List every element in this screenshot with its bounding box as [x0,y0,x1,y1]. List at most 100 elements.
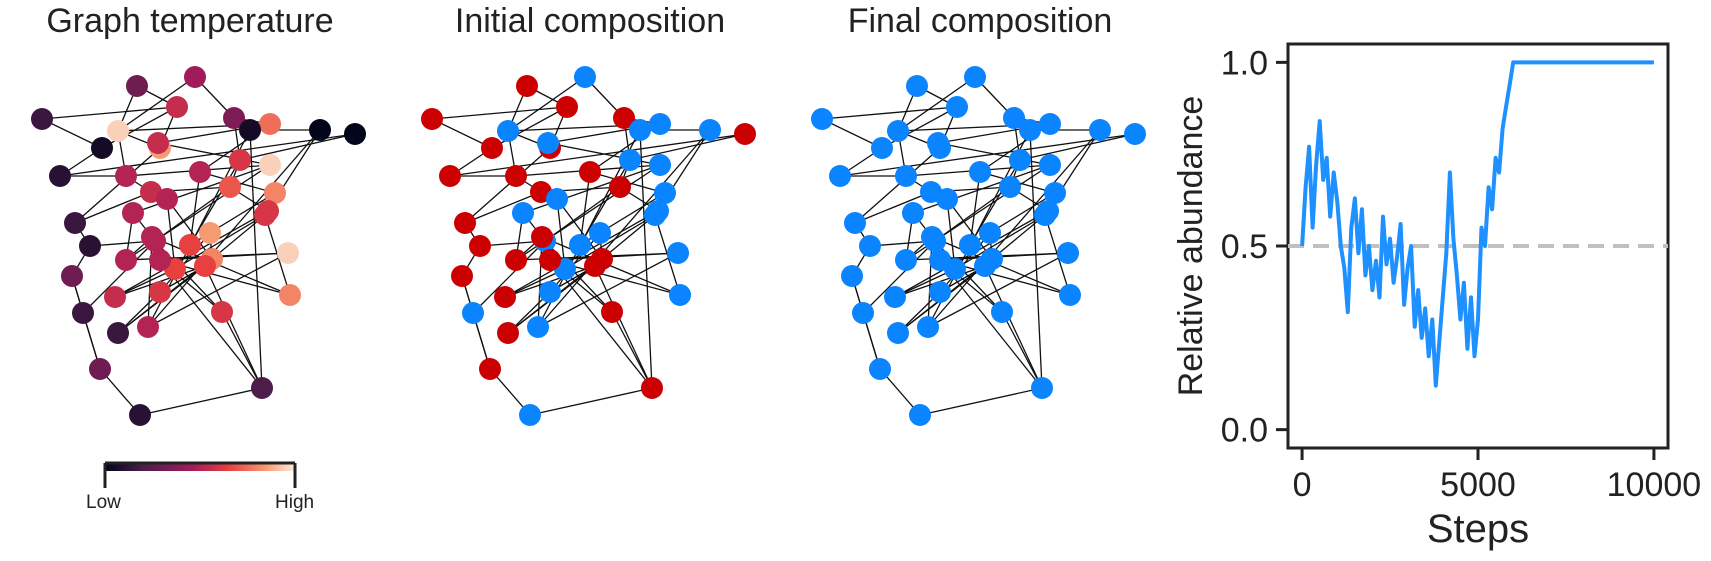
final-node [979,222,1001,244]
temperature-edge [159,252,289,261]
initial-edge [464,147,551,224]
colorbar-gradient [105,463,295,471]
final-edge [821,106,958,120]
final-edge [854,191,932,224]
x-axis-label: Steps [1427,507,1529,551]
final-edge [969,171,981,246]
initial-edge [556,198,603,260]
initial-edge [464,191,542,224]
temperature-edge [211,214,266,260]
final-node [852,302,874,324]
temperature-node [156,188,178,210]
initial-node [531,226,553,248]
final-node [1044,182,1066,204]
temperature-edge [147,252,289,328]
final-edge [894,268,956,298]
temperature-node [259,154,281,176]
colorbar-low-label: Low [86,492,121,513]
initial-node [546,188,568,210]
initial-edge [549,252,679,261]
temperature-colorbar [103,461,297,488]
initial-node [539,249,561,271]
final-node [844,212,866,234]
temperature-node [199,222,221,244]
final-edge [897,76,976,132]
temperature-node [211,301,233,323]
temperature-edge [147,236,153,328]
final-node [929,281,951,303]
temperature-node [122,202,144,224]
temperature-panel-title: Graph temperature [46,2,334,40]
final-node [906,75,928,97]
final-edge [939,259,1043,389]
initial-node [505,249,527,271]
final-node [1039,154,1061,176]
temperature-node [149,249,171,271]
final-node [909,404,931,426]
final-edge [991,214,1046,260]
initial-edge [549,259,653,389]
y-tick-label: 1.0 [1221,44,1268,82]
chart-frame [1286,42,1670,450]
initial-node [451,265,473,287]
initial-node [613,107,635,129]
temperature-edge [154,186,231,242]
initial-node [669,284,691,306]
temperature-edge [82,240,156,314]
final-edge [1029,129,1043,389]
final-node [969,161,991,183]
initial-node [584,255,606,277]
temperature-node [184,66,206,88]
temperature-edge [249,129,263,389]
initial-node [589,222,611,244]
final-node [887,120,909,142]
initial-node [519,404,541,426]
final-edge [954,214,1046,270]
final-node [929,249,951,271]
temperature-edge [41,106,178,120]
initial-node [574,66,596,88]
colorbar-frame [103,461,297,488]
final-node [895,249,917,271]
temperature-node [229,149,251,171]
final-edge [931,236,1071,296]
final-node [1089,119,1111,141]
initial-node [481,137,503,159]
initial-node [641,377,663,399]
final-node [1057,242,1079,264]
initial-edge [541,236,681,296]
initial-edge [544,186,621,242]
temperature-node [91,137,113,159]
final-edge [934,186,1011,242]
y-tick-label: 0.0 [1221,412,1268,450]
initial-node [654,182,676,204]
initial-edge [529,387,653,416]
initial-node [505,165,527,187]
initial-edge [431,106,568,120]
final-node [871,137,893,159]
final-edge [862,240,936,314]
temperature-node [344,123,366,145]
final-node [1039,113,1061,135]
final-node [1034,204,1056,226]
final-edge [839,133,1136,177]
temperature-node [107,322,129,344]
temperature-node [64,212,86,234]
temperature-node [259,113,281,135]
temperature-node [89,358,111,380]
final-node [1009,149,1031,171]
temperature-node [264,182,286,204]
temperature-edge [204,265,263,389]
final-node [927,132,949,154]
abundance-series-line [1300,60,1654,388]
initial-edge [629,133,746,161]
temperature-node [254,204,276,226]
initial-node [734,123,756,145]
initial-node [649,113,671,135]
initial-edge [611,311,653,389]
temperature-node [141,226,163,248]
temperature-node [107,120,129,142]
final-edge [927,252,1069,328]
final-node [829,165,851,187]
initial-node [479,358,501,380]
